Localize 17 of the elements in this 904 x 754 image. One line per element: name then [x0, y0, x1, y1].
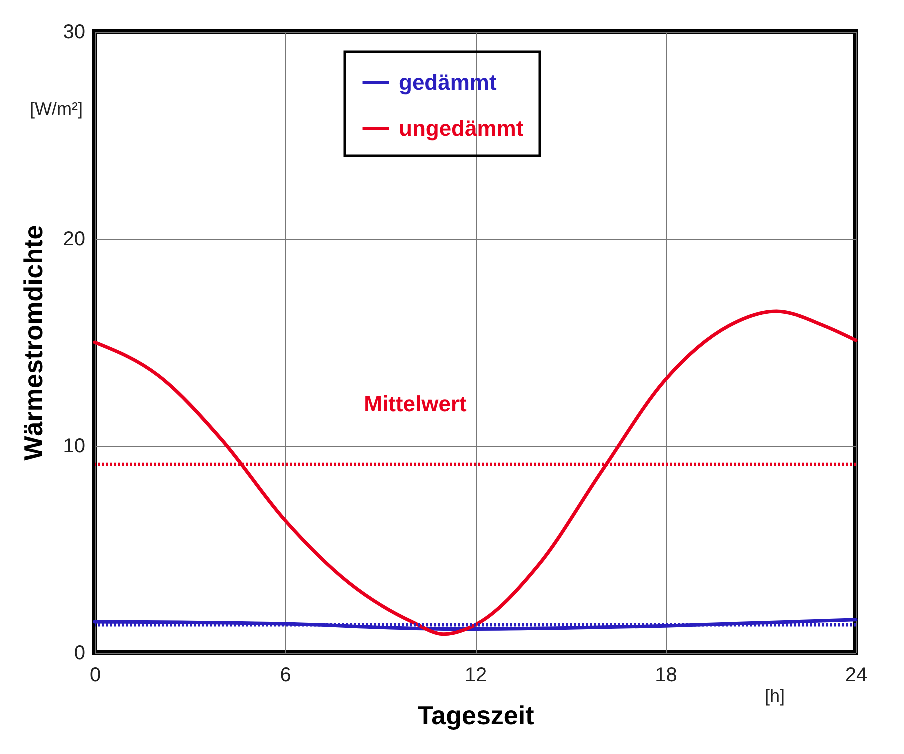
- text: [W/m²]: [30, 99, 83, 119]
- x-tick-label: 24: [845, 664, 868, 686]
- line-series: [93, 618, 858, 631]
- x-axis-title: Tageszeit: [418, 700, 535, 730]
- x-tick-label: 18: [655, 664, 678, 686]
- y-axis-title: Wärmestromdichte: [18, 225, 48, 461]
- text: [h]: [764, 686, 786, 706]
- legend-label: ungedämmt: [399, 116, 524, 141]
- ref-line-label: Mittelwert: [364, 392, 468, 417]
- x-tick-label: 6: [280, 664, 292, 686]
- x-tick-label: 12: [464, 664, 488, 686]
- line-series: [93, 310, 858, 636]
- y-tick-label: 0: [74, 642, 86, 664]
- x-tick-label: 0: [90, 664, 102, 686]
- y-tick-label: 30: [63, 22, 86, 44]
- y-tick-label: 10: [63, 436, 86, 458]
- y-tick-label: 20: [63, 228, 86, 250]
